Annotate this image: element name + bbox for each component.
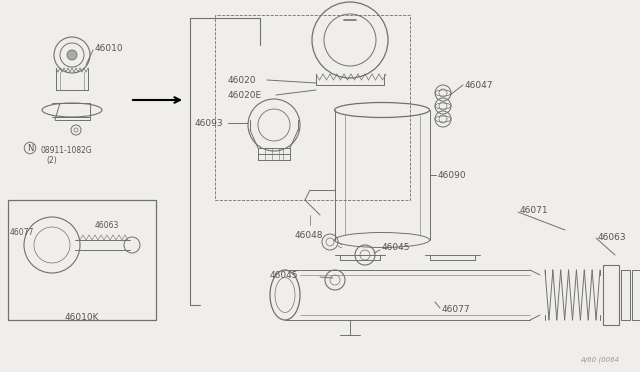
Text: 46093: 46093 xyxy=(195,119,223,128)
Text: 46090: 46090 xyxy=(438,170,467,180)
Text: 46020E: 46020E xyxy=(228,90,262,99)
Text: (2): (2) xyxy=(47,155,58,164)
Text: 46063: 46063 xyxy=(598,232,627,241)
Text: 46020: 46020 xyxy=(228,76,257,84)
Bar xyxy=(632,270,640,320)
Text: N: N xyxy=(27,144,33,153)
Bar xyxy=(621,270,630,320)
Text: 46010K: 46010K xyxy=(65,314,99,323)
Bar xyxy=(603,265,619,325)
Circle shape xyxy=(67,50,77,60)
Text: 46063: 46063 xyxy=(95,221,120,230)
Text: A/60 (0064: A/60 (0064 xyxy=(581,357,620,363)
Text: 46077: 46077 xyxy=(442,305,470,314)
Text: 46045: 46045 xyxy=(382,244,410,253)
Text: 08911-1082G: 08911-1082G xyxy=(40,145,92,154)
Text: 46071: 46071 xyxy=(520,205,548,215)
Bar xyxy=(8,200,156,320)
Text: 46048: 46048 xyxy=(295,231,323,240)
Bar xyxy=(215,15,410,200)
Text: 46047: 46047 xyxy=(465,80,493,90)
Text: 46010: 46010 xyxy=(95,44,124,52)
Text: 46045: 46045 xyxy=(270,270,298,279)
Text: 46077: 46077 xyxy=(10,228,35,237)
